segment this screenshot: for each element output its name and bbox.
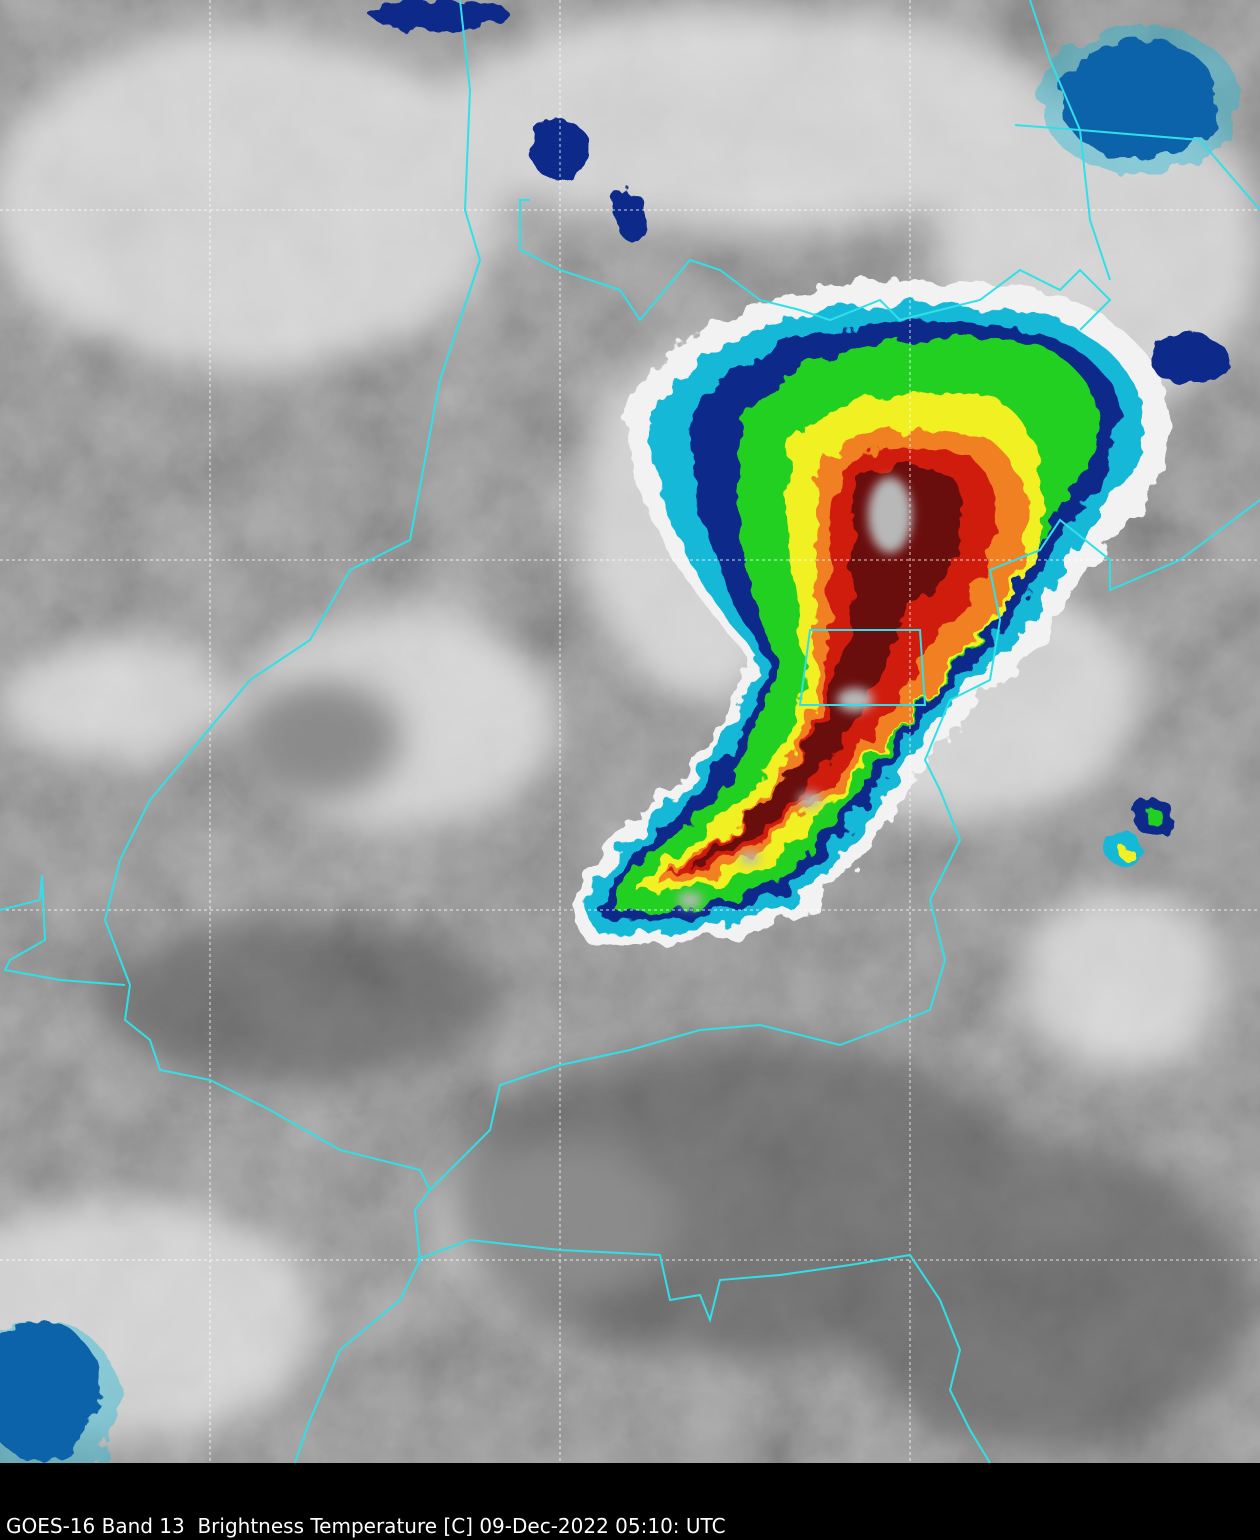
caption: GOES-16 Band 13 Brightness Temperature […	[6, 1514, 726, 1538]
clear-areas	[100, 680, 1250, 1450]
boundaries	[0, 0, 1260, 1463]
footer-bar: GOES-16 Band 13 Brightness Temperature […	[0, 1463, 1260, 1540]
overshooting-tops	[678, 477, 912, 908]
graticule	[0, 0, 1260, 1463]
storm-system	[573, 278, 1171, 944]
deep-convection	[690, 465, 962, 870]
satellite-image	[0, 0, 1260, 1463]
